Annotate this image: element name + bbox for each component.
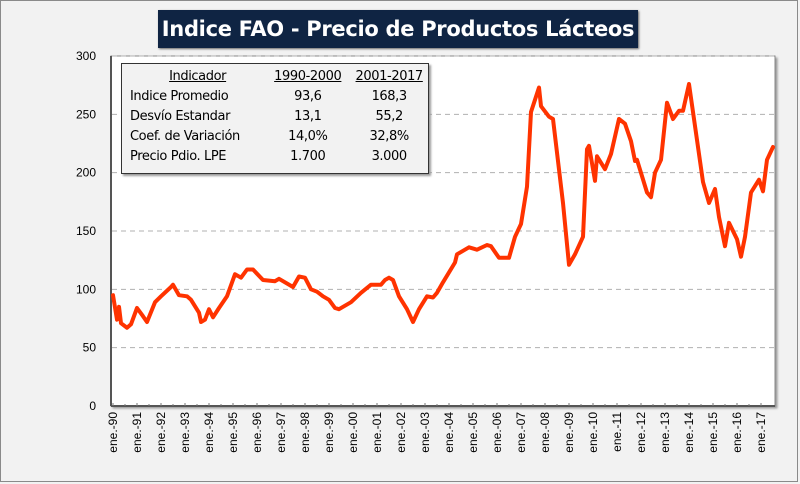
x-tick-label: ene.-10	[586, 412, 600, 453]
stats-header-row: Indicador 1990-2000 2001-2017	[130, 67, 428, 87]
row-label: Coef. de Variación	[130, 129, 240, 144]
x-tick-label: ene.-14	[682, 412, 696, 453]
x-tick-label: ene.-04	[442, 412, 456, 453]
x-tick-label: ene.-08	[538, 412, 552, 453]
x-tick-label: ene.-06	[490, 412, 504, 453]
x-tick-label: ene.-95	[226, 412, 240, 453]
x-tick-label: ene.-90	[106, 412, 120, 453]
y-tick-label: 250	[76, 107, 96, 121]
x-tick-label: ene.-00	[346, 412, 360, 453]
x-tick-label: ene.-11	[610, 412, 624, 452]
x-tick-label: ene.-01	[370, 412, 384, 453]
stats-row: Coef. de Variación 14,0% 32,8%	[130, 127, 428, 147]
row-value: 93,6	[294, 89, 322, 104]
chart-title: Indice FAO - Precio de Productos Lácteos	[158, 10, 638, 48]
x-tick-label: ene.-13	[658, 412, 672, 453]
row-value: 168,3	[371, 89, 408, 104]
x-tick-label: ene.-09	[562, 412, 576, 453]
x-tick-label: ene.-93	[178, 412, 192, 453]
x-tick-label: ene.-15	[706, 412, 720, 453]
x-tick-label: ene.-92	[154, 412, 168, 453]
header-indicador: Indicador	[169, 69, 227, 84]
x-tick-label: ene.-16	[730, 412, 744, 453]
x-tick-label: ene.-05	[466, 412, 480, 453]
stats-row: Indice Promedio 93,6 168,3	[130, 87, 428, 107]
row-label: Precio Pdio. LPE	[130, 149, 227, 164]
stats-row: Desvío Estandar 13,1 55,2	[130, 107, 428, 127]
x-tick-label: ene.-97	[274, 412, 288, 453]
x-tick-label: ene.-07	[514, 412, 528, 453]
row-value: 1.700	[290, 149, 326, 164]
y-tick-label: 300	[76, 49, 96, 63]
y-tick-label: 0	[89, 399, 96, 413]
row-label: Desvío Estandar	[130, 109, 231, 124]
x-tick-label: ene.-17	[754, 412, 768, 453]
x-tick-label: ene.-03	[418, 412, 432, 453]
x-tick-label: ene.-99	[322, 412, 336, 453]
y-tick-label: 100	[76, 282, 96, 296]
row-value: 14,0%	[288, 129, 328, 144]
series-line	[111, 82, 775, 330]
y-tick-label: 200	[76, 166, 96, 180]
x-tick-label: ene.-98	[298, 412, 312, 453]
x-tick-label: ene.-02	[394, 412, 408, 453]
stats-table-box: Indicador 1990-2000 2001-2017 Indice Pro…	[121, 63, 429, 174]
row-value: 32,8%	[369, 129, 410, 144]
row-label: Indice Promedio	[130, 89, 229, 104]
header-2001-2017: 2001-2017	[355, 69, 424, 84]
row-value: 3.000	[371, 149, 408, 164]
row-value: 13,1	[294, 109, 322, 124]
x-tick-label: ene.-91	[130, 412, 144, 453]
stats-row: Precio Pdio. LPE 1.700 3.000	[130, 147, 428, 167]
header-1990-2000: 1990-2000	[274, 69, 342, 84]
row-value: 55,2	[375, 109, 404, 124]
y-tick-label: 50	[83, 341, 97, 355]
x-tick-label: ene.-94	[202, 412, 216, 453]
x-tick-label: ene.-12	[634, 412, 648, 453]
y-tick-label: 150	[76, 224, 96, 238]
stats-table: Indicador 1990-2000 2001-2017 Indice Pro…	[130, 67, 428, 167]
x-tick-label: ene.-96	[250, 412, 264, 453]
